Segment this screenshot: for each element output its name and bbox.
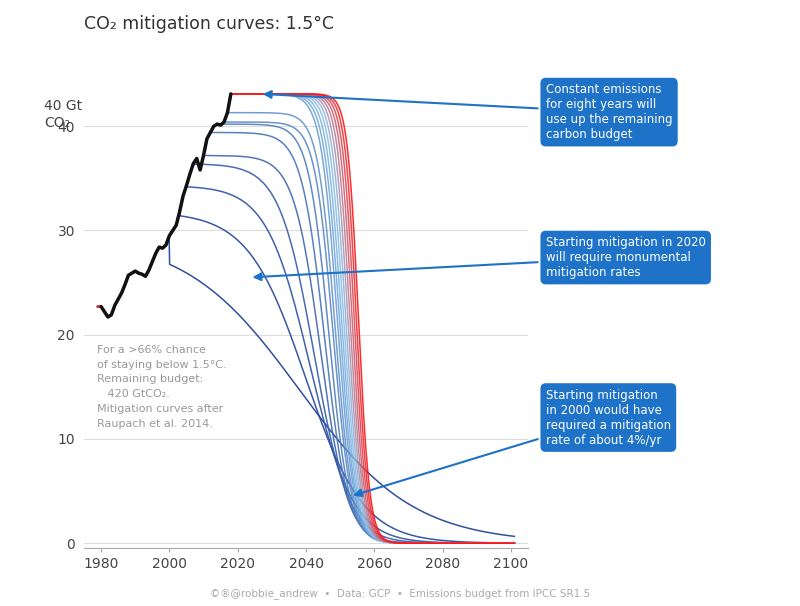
Text: CO₂ mitigation curves: 1.5°C: CO₂ mitigation curves: 1.5°C xyxy=(84,15,334,33)
Text: Starting mitigation in 2020
will require monumental
mitigation rates: Starting mitigation in 2020 will require… xyxy=(254,236,706,280)
Text: ©®@robbie_andrew  •  Data: GCP  •  Emissions budget from IPCC SR1.5: ©®@robbie_andrew • Data: GCP • Emissions… xyxy=(210,588,590,599)
Text: Constant emissions
for eight years will
use up the remaining
carbon budget: Constant emissions for eight years will … xyxy=(265,83,672,141)
Text: For a >66% chance
of staying below 1.5°C.
Remaining budget:
   420 GtCO₂.
Mitiga: For a >66% chance of staying below 1.5°C… xyxy=(98,345,227,429)
Text: Starting mitigation
in 2000 would have
required a mitigation
rate of about 4%/yr: Starting mitigation in 2000 would have r… xyxy=(355,388,671,496)
Text: 40 Gt
CO₂: 40 Gt CO₂ xyxy=(44,99,82,130)
